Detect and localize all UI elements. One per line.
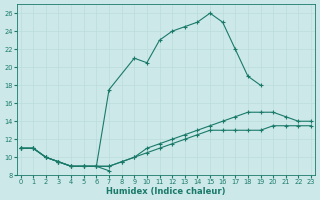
X-axis label: Humidex (Indice chaleur): Humidex (Indice chaleur) [106, 187, 226, 196]
